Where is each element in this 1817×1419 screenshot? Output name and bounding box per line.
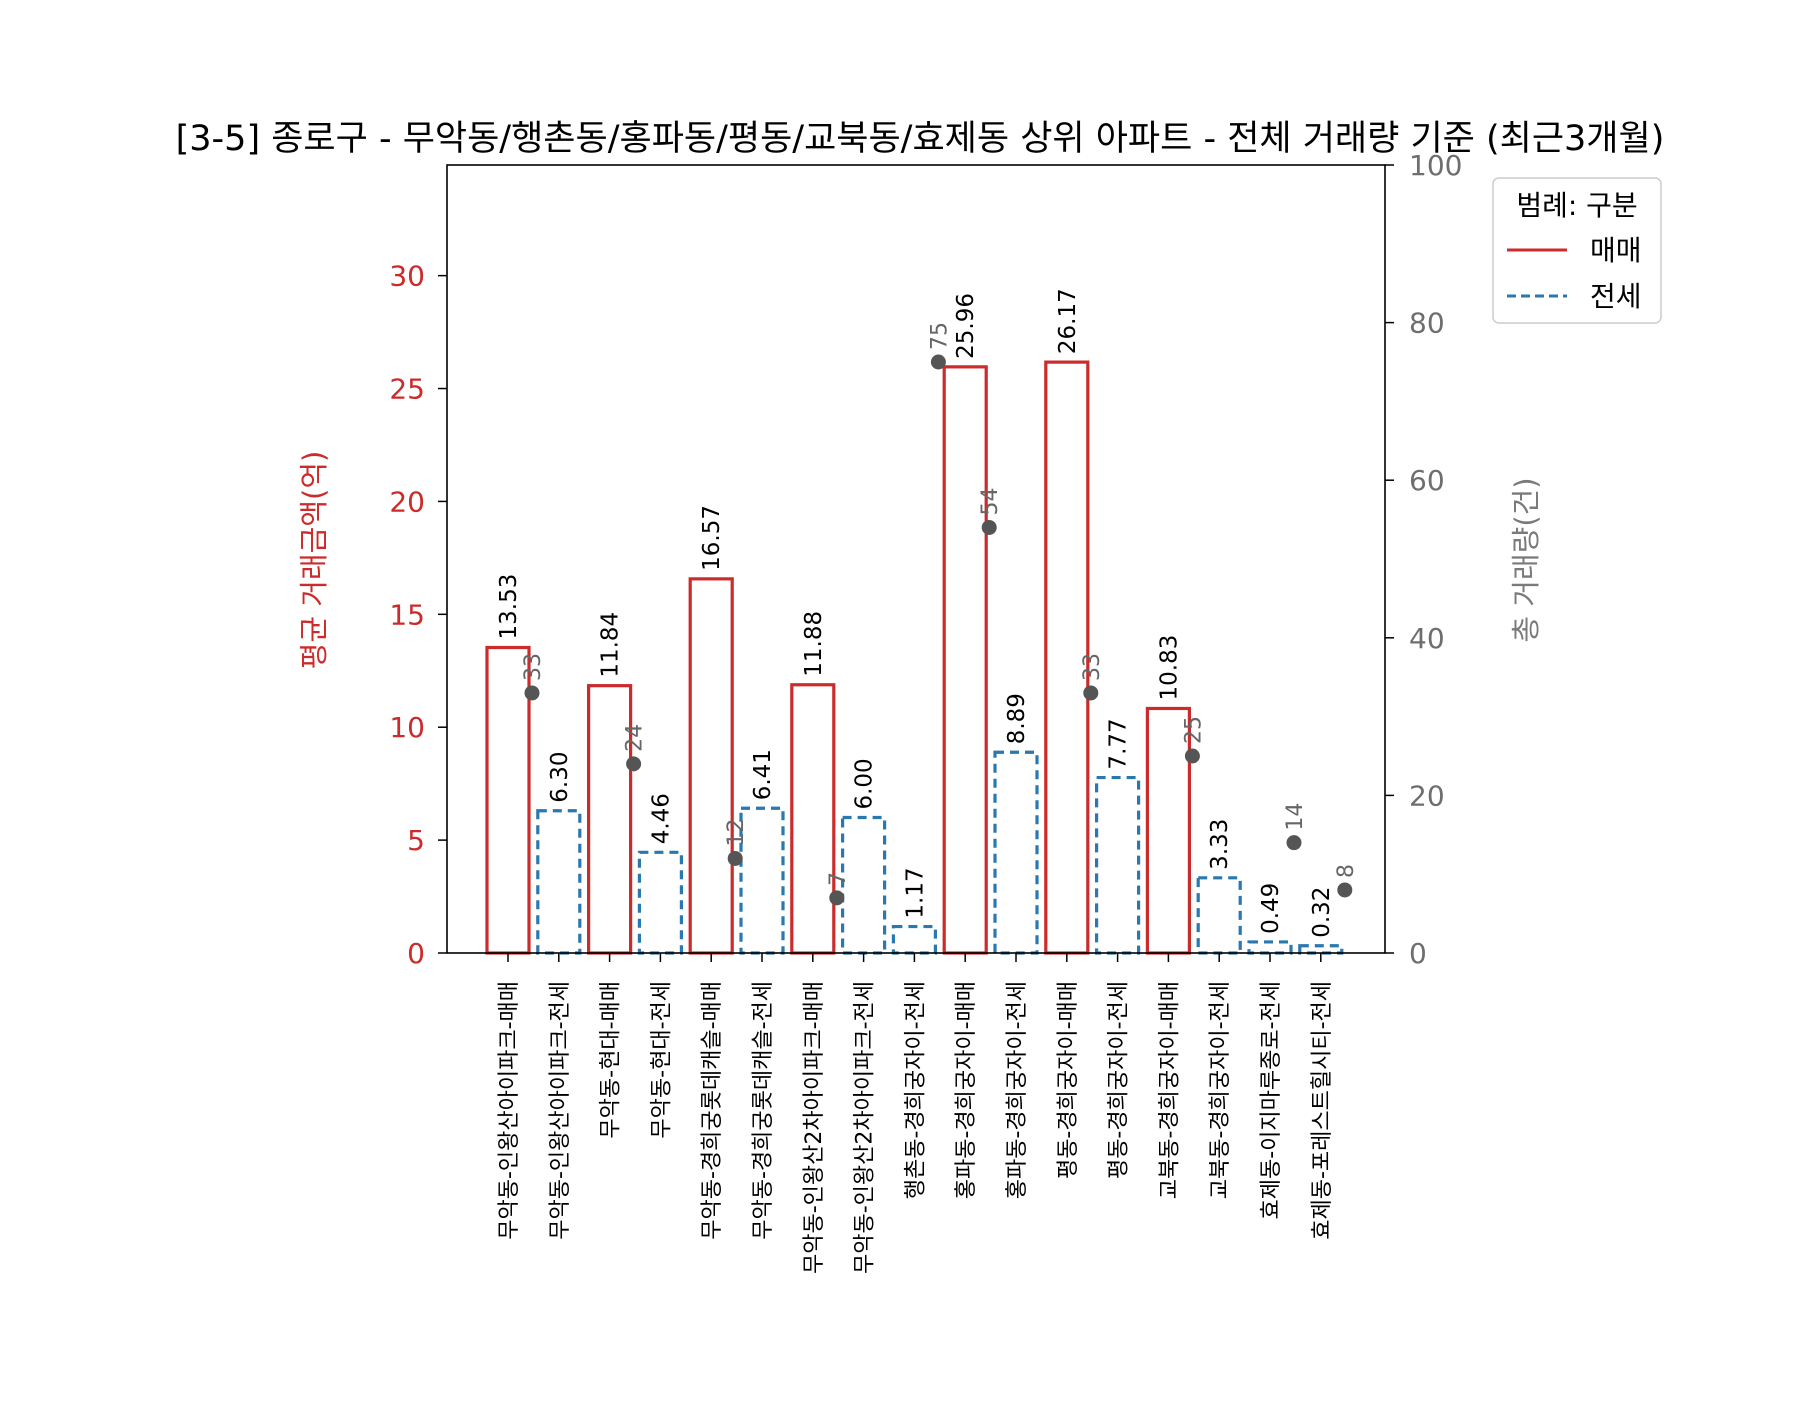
right-tick-label: 100 bbox=[1409, 149, 1462, 182]
bar-jeonse bbox=[739, 806, 785, 955]
count-label: 8 bbox=[1334, 864, 1359, 878]
bar-value-label: 7.77 bbox=[1106, 718, 1132, 769]
x-category-label: 무악동-현대-매매 bbox=[599, 981, 624, 1139]
count-point bbox=[727, 850, 743, 866]
bar-jeonse bbox=[536, 809, 582, 955]
bar-jeonse bbox=[1196, 876, 1242, 955]
x-category-label: 행촌동-경희궁자이-전세 bbox=[903, 981, 928, 1199]
bar-value-label: 11.88 bbox=[801, 611, 827, 677]
legend: 범례: 구분 매매 전세 bbox=[1492, 177, 1662, 324]
right-tick-label: 60 bbox=[1409, 464, 1445, 497]
bar-value-label: 0.32 bbox=[1309, 887, 1335, 938]
bar-value-label: 6.41 bbox=[750, 749, 776, 800]
bar-value-label: 25.96 bbox=[953, 293, 979, 359]
x-category-label: 무악동-인왕산아이파크-매매 bbox=[497, 981, 522, 1240]
left-axis-title: 평균 거래금액(억) bbox=[297, 451, 331, 670]
x-category-label: 무악동-인왕산아이파크-전세 bbox=[548, 981, 573, 1240]
bar-value-label: 10.83 bbox=[1156, 635, 1182, 701]
left-tick-label: 10 bbox=[389, 711, 425, 744]
count-point bbox=[1083, 685, 1099, 701]
right-axis-ticks: 0 20 40 60 80 100 bbox=[1385, 149, 1462, 970]
x-category-label: 무악동-경희궁롯데캐슬-매매 bbox=[700, 981, 725, 1240]
left-tick-label: 30 bbox=[389, 260, 425, 293]
bar-value-label: 1.17 bbox=[902, 867, 928, 918]
right-axis-title: 총 거래량(건) bbox=[1509, 477, 1543, 642]
count-point bbox=[626, 756, 642, 772]
bar-jeonse bbox=[637, 850, 684, 955]
x-category-label: 평동-경희궁자이-매매 bbox=[1056, 981, 1081, 1179]
bar-value-label: 3.33 bbox=[1207, 819, 1233, 870]
x-category-label: 무악동-현대-전세 bbox=[649, 981, 674, 1139]
bar-jeonse bbox=[1298, 944, 1344, 955]
bar-sale bbox=[688, 577, 734, 955]
count-label: 33 bbox=[521, 653, 546, 681]
bar-jeonse bbox=[993, 750, 1039, 955]
bar-sale bbox=[1145, 706, 1192, 955]
legend-box bbox=[1492, 177, 1662, 324]
right-tick-label: 80 bbox=[1409, 307, 1445, 340]
bar-value-label: 11.84 bbox=[598, 612, 624, 678]
left-tick-label: 25 bbox=[389, 373, 425, 406]
legend-label-jeonse: 전세 bbox=[1590, 280, 1642, 313]
count-point bbox=[1337, 882, 1353, 898]
left-tick-label: 20 bbox=[389, 485, 425, 518]
x-category-label: 교북동-경희궁자이-매매 bbox=[1157, 981, 1182, 1199]
count-label: 12 bbox=[724, 818, 749, 846]
count-label: 54 bbox=[978, 487, 1003, 515]
count-point bbox=[981, 519, 997, 535]
bar-jeonse bbox=[891, 924, 938, 955]
right-tick-label: 20 bbox=[1409, 779, 1445, 812]
x-category-label: 홍파동-경희궁자이-매매 bbox=[954, 981, 979, 1199]
bar-value-label: 6.30 bbox=[547, 752, 573, 803]
left-tick-label: 0 bbox=[407, 937, 425, 970]
count-point bbox=[524, 685, 540, 701]
x-category-label: 평동-경희궁자이-전세 bbox=[1107, 981, 1132, 1179]
legend-label-sale: 매매 bbox=[1590, 234, 1642, 267]
left-tick-label: 15 bbox=[389, 598, 425, 631]
category-axis-labels: 무악동-인왕산아이파크-매매 무악동-인왕산아이파크-전세 무악동-현대-매매 무악동… bbox=[497, 953, 1335, 1274]
bar-series: 13.53 6.30 11.84 4.46 16.57 6.41 11.88 6.00 1.17… bbox=[485, 288, 1344, 955]
count-point bbox=[930, 354, 946, 370]
count-point bbox=[1184, 748, 1200, 764]
count-point bbox=[829, 890, 845, 906]
bar-value-label: 6.00 bbox=[852, 758, 878, 809]
legend-title: 범례: 구분 bbox=[1516, 189, 1637, 222]
right-tick-label: 0 bbox=[1409, 937, 1427, 970]
count-label: 24 bbox=[623, 724, 648, 752]
bar-sale bbox=[790, 683, 836, 955]
count-label: 14 bbox=[1283, 803, 1308, 831]
bar-value-label: 0.49 bbox=[1258, 883, 1284, 934]
x-category-label: 효제동-포레스트힐시티-전세 bbox=[1310, 981, 1335, 1240]
bar-value-label: 4.46 bbox=[648, 793, 674, 844]
count-label: 25 bbox=[1181, 716, 1206, 744]
bar-jeonse bbox=[1094, 775, 1141, 955]
chart-title: [3-5] 종로구 - 무악동/행촌동/홍파동/평동/교북동/효제동 상위 아파… bbox=[176, 119, 1665, 159]
right-tick-label: 40 bbox=[1409, 622, 1445, 655]
x-category-label: 무악동-인왕산2차아이파크-전세 bbox=[853, 981, 878, 1274]
bar-value-label: 16.57 bbox=[699, 505, 725, 571]
left-axis-ticks: 0 5 10 15 20 25 30 bbox=[389, 260, 447, 970]
bar-value-label: 8.89 bbox=[1004, 693, 1030, 744]
count-points: 33 24 12 7 75 54 33 25 14 8 bbox=[521, 322, 1359, 906]
count-label: 33 bbox=[1080, 653, 1105, 681]
bar-value-label: 13.53 bbox=[496, 574, 522, 640]
bar-sale bbox=[485, 645, 531, 955]
left-tick-label: 5 bbox=[407, 824, 425, 857]
count-label: 75 bbox=[927, 322, 952, 350]
x-category-label: 효제동-이지마루종로-전세 bbox=[1259, 981, 1284, 1220]
count-label: 7 bbox=[826, 872, 851, 886]
x-category-label: 홍파동-경희궁자이-전세 bbox=[1005, 981, 1030, 1199]
bar-value-label: 26.17 bbox=[1055, 288, 1081, 354]
x-category-label: 교북동-경희궁자이-전세 bbox=[1208, 981, 1233, 1199]
plot-frame bbox=[446, 164, 1386, 954]
bar-jeonse bbox=[1247, 940, 1293, 955]
bar-sale bbox=[942, 365, 988, 955]
x-category-label: 무악동-인왕산2차아이파크-매매 bbox=[802, 981, 827, 1274]
x-category-label: 무악동-경희궁롯데캐슬-전세 bbox=[751, 981, 776, 1240]
count-point bbox=[1286, 835, 1302, 851]
